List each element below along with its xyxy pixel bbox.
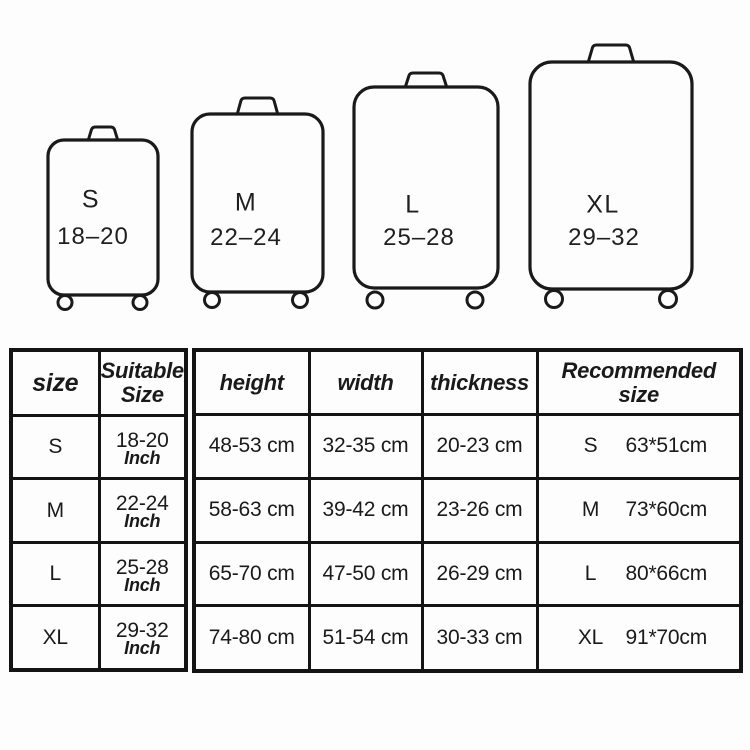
suitcase-xl-outline-icon <box>528 43 694 309</box>
suitcase-s-label: S <box>81 185 101 214</box>
size-table-header-row: size Suitable Size <box>9 348 188 417</box>
recommended-size-value: 63*51cm <box>625 434 708 458</box>
thickness-cell: 23-26 cm <box>420 476 539 544</box>
suitcase-l-outline-icon <box>352 71 500 310</box>
table-row: 58-63 cm 39-42 cm 23-26 cm M 73*60cm <box>192 476 743 544</box>
suitcase-m-outline-icon <box>190 96 325 309</box>
recommended-size-cell: L 80*66cm <box>535 540 743 608</box>
range-cell: 18-20 <box>115 428 169 452</box>
table-row: 74-80 cm 51-54 cm 30-33 cm XL 91*70cm <box>192 604 743 673</box>
suitcase-wheel-icon <box>131 294 149 311</box>
suitcase-wheel-icon <box>291 291 309 309</box>
recommended-size-letter: XL <box>577 626 604 650</box>
suitcase-l <box>352 71 500 310</box>
dimension-table: height width thickness Recommended size … <box>192 348 743 673</box>
suitcase-body <box>190 112 325 294</box>
dimension-table-header-row: height width thickness Recommended size <box>192 348 743 416</box>
unit-label: Inch <box>124 447 161 468</box>
height-cell: 58-63 cm <box>192 476 311 544</box>
range-cell: 29-32 <box>115 619 169 643</box>
height-cell: 74-80 cm <box>192 604 311 673</box>
suitcase-body <box>352 85 500 290</box>
recommended-size-value: 91*70cm <box>625 626 708 650</box>
table-row: M 22-24 Inch <box>9 477 188 544</box>
size-cell: S <box>9 413 101 481</box>
suitcase-wheel-icon <box>365 290 385 310</box>
size-column-header: size <box>9 348 101 417</box>
unit-label: Inch <box>124 574 161 595</box>
table-row: S 18-20 Inch <box>9 413 188 481</box>
suitcase-wheel-icon <box>203 291 221 309</box>
range-cell: 22-24 <box>115 492 169 516</box>
suitcase-xl-label: XL <box>586 190 620 219</box>
suitcase-wheel-icon <box>544 289 564 309</box>
unit-label: Inch <box>124 511 161 532</box>
suitcase-l-label: L <box>405 190 421 219</box>
size-cell: M <box>9 477 101 544</box>
thickness-cell: 20-23 cm <box>420 413 539 480</box>
width-cell: 39-42 cm <box>307 476 424 544</box>
height-column-header: height <box>192 348 311 416</box>
suitcase-s-range: 18–20 <box>57 223 129 250</box>
suitcase-xl <box>528 43 694 310</box>
width-cell: 51-54 cm <box>307 604 424 673</box>
suitcase-m-range: 22–24 <box>210 224 282 251</box>
suitcase-wheel-icon <box>56 294 74 311</box>
suitable-size-column-header: Suitable Size <box>97 348 188 417</box>
suitcase-handle-icon <box>86 125 120 142</box>
suitcase-handle-icon <box>586 43 636 64</box>
recommended-size-value: 80*66cm <box>625 562 708 586</box>
suitcase-handle-icon <box>235 96 280 116</box>
suitcase-wheel-icon <box>465 290 485 310</box>
recommended-size-letter: S <box>583 434 598 458</box>
recommended-size-cell: S 63*51cm <box>535 413 743 480</box>
unit-label: Inch <box>124 638 161 659</box>
size-cell: XL <box>9 604 101 672</box>
suitcase-body <box>46 138 160 297</box>
suitcase-s-outline-icon <box>46 125 160 311</box>
recommended-size-column-header: Recommended size <box>535 348 743 416</box>
table-row: 48-53 cm 32-35 cm 20-23 cm S 63*51cm <box>192 413 743 480</box>
table-row: XL 29-32 Inch <box>9 604 188 672</box>
suitcase-m-label: M <box>234 188 258 217</box>
thickness-cell: 26-29 cm <box>420 540 539 608</box>
width-column-header: width <box>307 348 424 416</box>
suitcase-l-range: 25–28 <box>383 224 455 251</box>
suitcase-m <box>190 96 325 310</box>
suitcase-xl-range: 29–32 <box>568 224 640 251</box>
suitcase-s <box>46 125 160 312</box>
recommended-size-cell: XL 91*70cm <box>535 604 743 673</box>
recommended-size-cell: M 73*60cm <box>535 476 743 544</box>
height-cell: 65-70 cm <box>192 540 311 608</box>
width-cell: 47-50 cm <box>307 540 424 608</box>
suitcase-handle-icon <box>403 71 449 89</box>
recommended-size-value: 73*60cm <box>625 498 708 522</box>
thickness-column-header: thickness <box>420 348 539 416</box>
suitcase-wheel-icon <box>658 289 678 309</box>
suitcase-body <box>528 60 694 291</box>
size-cell: L <box>9 540 101 608</box>
recommended-size-letter: L <box>584 562 597 586</box>
recommended-size-letter: M <box>581 498 600 522</box>
table-row: 65-70 cm 47-50 cm 26-29 cm L 80*66cm <box>192 540 743 608</box>
thickness-cell: 30-33 cm <box>420 604 539 673</box>
table-row: L 25-28 Inch <box>9 540 188 608</box>
height-cell: 48-53 cm <box>192 413 311 480</box>
size-table: size Suitable Size S 18-20 Inch M 22-24 … <box>9 348 188 672</box>
width-cell: 32-35 cm <box>307 413 424 480</box>
range-cell: 25-28 <box>115 555 169 579</box>
